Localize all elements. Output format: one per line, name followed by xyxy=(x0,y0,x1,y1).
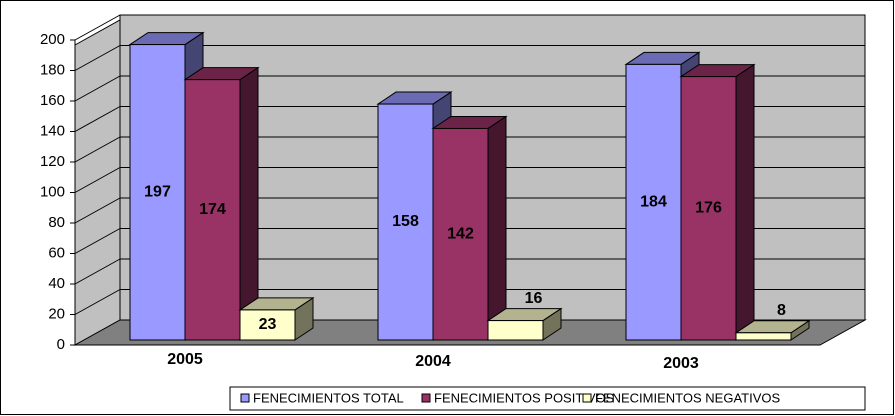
bar xyxy=(487,320,544,341)
data-label: 197 xyxy=(144,184,171,201)
legend-box xyxy=(229,386,866,411)
bar xyxy=(239,309,296,341)
grid-line xyxy=(74,197,121,224)
data-label: 16 xyxy=(525,290,543,307)
bar xyxy=(377,103,434,341)
y-tick-label: 140 xyxy=(40,122,65,139)
grid-line xyxy=(74,289,121,315)
bar xyxy=(129,44,186,341)
y-tick-label: 0 xyxy=(57,336,65,353)
data-label: 8 xyxy=(777,302,786,319)
y-tick-label: 80 xyxy=(48,214,65,231)
data-label: 142 xyxy=(447,225,474,242)
grid-line xyxy=(74,75,121,102)
data-label: 158 xyxy=(392,213,419,230)
bar xyxy=(680,76,737,341)
bar-side xyxy=(735,63,755,341)
y-tick-label: 100 xyxy=(40,183,65,200)
grid-line xyxy=(74,167,121,193)
legend-swatch xyxy=(582,393,592,403)
x-tick-label: 2005 xyxy=(167,351,203,368)
legend-swatch xyxy=(240,393,250,403)
grid-line xyxy=(74,228,121,254)
y-tick-label: 180 xyxy=(40,61,65,78)
grid-line xyxy=(74,45,121,71)
bar-side xyxy=(487,115,507,341)
bar xyxy=(625,63,682,341)
data-label: 23 xyxy=(259,316,277,333)
legend-swatch xyxy=(421,393,431,403)
y-tick-label: 200 xyxy=(40,31,65,48)
bar xyxy=(735,332,792,341)
legend-label: FENECIMIENTOS POSITIVOS xyxy=(434,390,615,405)
bar xyxy=(432,127,489,341)
y-tick-label: 20 xyxy=(48,305,65,322)
legend-label: FENECIMIENTOS NEGATIVOS xyxy=(595,390,780,405)
data-label: 184 xyxy=(640,193,667,210)
y-tick-label: 60 xyxy=(48,244,65,261)
grid-line xyxy=(74,106,121,132)
x-tick-label: 2003 xyxy=(663,355,699,372)
data-label: 174 xyxy=(199,201,226,218)
y-tick-label: 160 xyxy=(40,92,65,109)
grid-line xyxy=(74,136,121,163)
left-wall xyxy=(74,19,121,346)
legend-label: FENECIMIENTOS TOTAL xyxy=(253,390,404,405)
grid-line xyxy=(74,258,121,285)
x-tick-label: 2004 xyxy=(415,353,451,370)
y-tick-label: 40 xyxy=(48,275,65,292)
data-label: 176 xyxy=(695,200,722,217)
bar xyxy=(184,79,241,341)
grid-line xyxy=(74,14,121,41)
y-tick-label: 120 xyxy=(40,153,65,170)
